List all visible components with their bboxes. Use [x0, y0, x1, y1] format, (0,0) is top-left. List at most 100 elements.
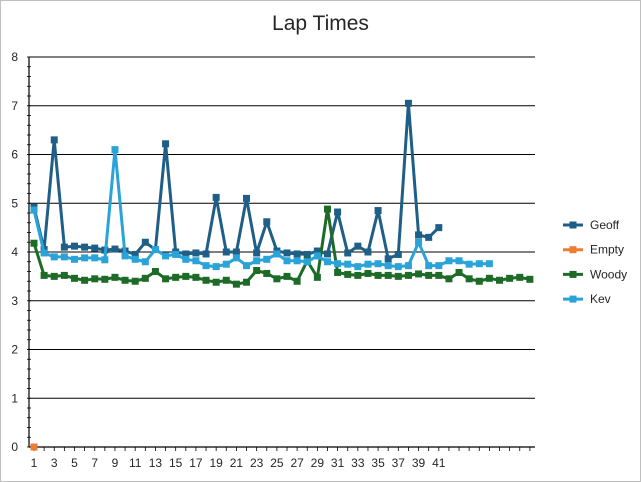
x-tick-label-37: 37	[392, 456, 406, 470]
data-point-woody-29	[313, 273, 321, 281]
data-point-woody-27	[293, 277, 301, 285]
data-point-geoff-19	[212, 193, 220, 201]
data-point-kev-30	[323, 258, 331, 266]
data-point-kev-42	[445, 257, 453, 265]
data-point-geoff-21	[232, 248, 240, 256]
data-point-woody-36	[384, 271, 392, 279]
y-tick-label-8: 8	[11, 50, 18, 64]
data-point-empty-1	[30, 443, 38, 451]
data-point-woody-24	[263, 269, 271, 277]
data-point-kev-21	[232, 254, 240, 262]
data-point-woody-26	[283, 272, 291, 280]
data-point-woody-3	[50, 272, 58, 280]
data-point-kev-32	[344, 260, 352, 268]
data-point-kev-46	[485, 260, 493, 268]
data-point-kev-11	[131, 255, 139, 263]
data-point-geoff-35	[374, 207, 382, 215]
data-point-woody-25	[273, 275, 281, 283]
data-point-woody-11	[131, 277, 139, 285]
data-point-woody-32	[344, 270, 352, 278]
x-tick-label-17: 17	[189, 456, 203, 470]
data-point-kev-15	[172, 250, 180, 258]
data-point-kev-14	[162, 252, 170, 260]
data-point-kev-31	[334, 260, 342, 268]
data-point-woody-42	[445, 275, 453, 283]
x-tick-label-41: 41	[432, 456, 446, 470]
data-point-woody-46	[485, 274, 493, 282]
data-point-woody-18	[202, 276, 210, 284]
data-point-woody-19	[212, 278, 220, 286]
data-point-kev-39	[415, 238, 423, 246]
data-point-kev-1	[30, 206, 38, 214]
data-point-woody-30	[323, 205, 331, 213]
x-tick-label-25: 25	[270, 456, 284, 470]
data-point-woody-7	[91, 275, 99, 283]
data-point-kev-23	[253, 257, 261, 265]
data-point-kev-38	[404, 262, 412, 270]
data-point-kev-35	[374, 260, 382, 268]
data-point-kev-8	[101, 256, 109, 264]
data-point-woody-22	[243, 278, 251, 286]
y-tick-label-6: 6	[11, 148, 18, 162]
x-tick-label-11: 11	[129, 456, 142, 470]
data-point-geoff-41	[435, 224, 443, 232]
data-point-geoff-38	[404, 99, 412, 107]
data-point-kev-34	[364, 260, 372, 268]
data-point-geoff-32	[344, 249, 352, 257]
legend-label-woody: Woody	[590, 267, 627, 281]
data-point-woody-20	[222, 276, 230, 284]
data-point-kev-12	[141, 258, 149, 266]
data-point-geoff-24	[263, 218, 271, 226]
data-point-geoff-22	[243, 194, 251, 202]
data-point-geoff-6	[81, 243, 89, 251]
data-point-geoff-9	[111, 245, 119, 253]
data-point-woody-31	[334, 268, 342, 276]
data-point-kev-37	[394, 263, 402, 271]
y-tick-label-2: 2	[11, 343, 18, 357]
data-point-woody-33	[354, 271, 362, 279]
data-point-woody-17	[192, 273, 200, 281]
data-point-kev-43	[455, 257, 463, 265]
data-point-geoff-7	[91, 244, 99, 252]
data-point-woody-16	[182, 272, 190, 280]
data-point-woody-4	[60, 271, 68, 279]
data-point-geoff-17	[192, 249, 200, 257]
data-point-woody-37	[394, 272, 402, 280]
data-point-woody-10	[121, 276, 129, 284]
data-point-kev-28	[303, 258, 311, 266]
data-point-kev-18	[202, 262, 210, 270]
data-point-geoff-23	[253, 249, 261, 257]
data-point-woody-45	[475, 277, 483, 285]
data-point-geoff-16	[182, 250, 190, 258]
x-tick-label-9: 9	[112, 456, 119, 470]
data-point-woody-9	[111, 273, 119, 281]
data-point-kev-45	[475, 260, 483, 268]
data-point-kev-17	[192, 257, 200, 265]
x-tick-label-29: 29	[311, 456, 325, 470]
data-point-kev-33	[354, 263, 362, 271]
data-point-geoff-36	[384, 255, 392, 263]
data-point-woody-15	[172, 273, 180, 281]
data-point-geoff-31	[334, 208, 342, 216]
data-point-woody-1	[30, 239, 38, 247]
y-tick-label-5: 5	[11, 196, 18, 210]
legend-marker-kev	[569, 295, 577, 303]
data-point-woody-2	[40, 271, 48, 279]
x-tick-label-21: 21	[230, 456, 244, 470]
y-tick-label-0: 0	[11, 440, 18, 454]
legend-marker-geoff	[569, 221, 577, 229]
y-tick-label-1: 1	[11, 391, 18, 405]
x-tick-label-7: 7	[91, 456, 98, 470]
legend-label-kev: Kev	[590, 292, 611, 306]
data-point-woody-5	[70, 274, 78, 282]
data-point-woody-43	[455, 268, 463, 276]
data-point-woody-13	[151, 268, 159, 275]
data-point-geoff-3	[50, 136, 58, 144]
data-point-woody-40	[425, 271, 433, 279]
data-point-geoff-40	[425, 233, 433, 241]
legend-marker-empty	[569, 246, 577, 254]
data-point-geoff-4	[60, 243, 68, 251]
x-tick-label-33: 33	[351, 456, 365, 470]
data-point-kev-7	[91, 254, 99, 262]
